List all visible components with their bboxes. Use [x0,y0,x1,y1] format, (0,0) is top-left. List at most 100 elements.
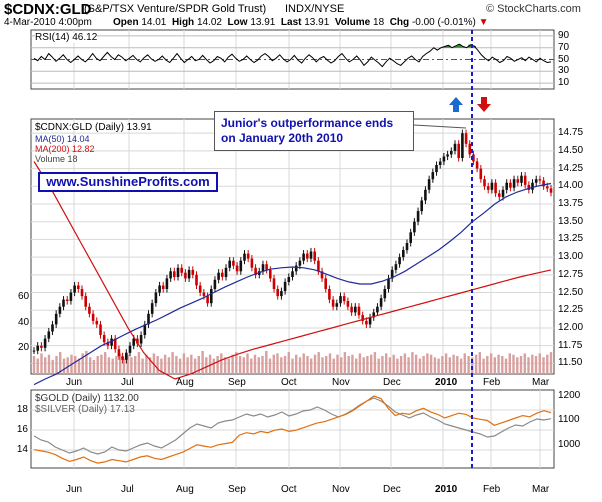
price-bar-body [99,324,102,335]
price-bar-body [54,313,58,325]
volume-bar [478,352,481,374]
volume-bar [231,354,234,374]
price-bar-body [187,269,191,279]
volume-bar [280,357,283,374]
volume-bar [216,356,219,374]
price-bar-body [235,265,239,272]
price-bar-body [523,175,527,185]
silver-tick-14: 14 [16,444,28,455]
volume-bar [122,358,126,374]
price-bar-body [110,338,113,346]
price-bar-body [468,143,472,155]
volume-bar [523,353,526,374]
volume-bar [276,353,279,374]
x-tick-4: Oct [281,377,297,388]
price-bar-body [405,243,409,251]
price-bar-body [442,156,446,162]
volume-bar [429,354,433,374]
open-value: 14.01 [141,17,167,28]
rsi-tick-90: 90 [558,29,570,41]
volume-bar [531,354,534,374]
volume-bar [385,353,388,374]
volume-bar [163,354,167,374]
price-bar-body [490,182,494,190]
price-bar-body [450,150,453,155]
volume-bar [317,352,320,374]
volume-bar [448,357,451,374]
volume-bar [141,358,144,374]
price-bar-body [69,292,73,301]
price-bar-body [542,180,545,187]
volume-value: 18 [373,17,385,28]
x-tick-bottom-6: Dec [383,484,401,495]
high-value: 14.02 [196,17,222,28]
volume-bar [373,352,377,374]
down-arrow-icon [477,97,491,112]
price-bar-body [365,320,368,325]
price-bar-body [154,292,158,304]
price-bar-body [32,350,36,352]
rsi-line [33,43,552,68]
volume-bar [456,356,459,374]
volume-bar [227,358,230,374]
price-bar-body [464,133,468,144]
volume-bar [463,353,466,374]
rsi-tick-30: 30 [558,65,570,77]
price-bar-body [287,277,291,282]
volume-bar [100,354,103,374]
volume-bar [77,358,81,374]
volume-bar [343,352,347,374]
price-bar-body [106,342,110,346]
price-bar-body [213,279,217,289]
volume-bar [452,354,455,374]
price-bar-body [184,272,187,279]
volume-bar [321,357,324,374]
price-bar-body [132,338,135,346]
price-bar-body [354,306,357,313]
metals-plot [33,395,552,464]
price-bar-body [191,269,195,275]
volume-bar [212,358,215,374]
volume-bar [126,354,129,374]
price-bar-body [486,186,490,190]
ma50-line [33,182,552,386]
volume-bar [433,357,437,374]
price-tick-12.25: 12.25 [558,304,584,316]
rsi-legend: RSI(14) 46.12 [35,32,98,43]
volume-bar [411,352,414,374]
low-value: 13.91 [250,17,276,28]
volume-bar [467,356,470,374]
volume-bar [295,354,298,374]
metals-panel [30,389,555,469]
price-bar-body [409,232,412,243]
volume-bar [546,354,549,374]
price-tick-13: 13.00 [558,251,584,263]
price-bar-body [73,285,76,293]
price-bar-body [402,250,405,258]
volume-bar [388,357,392,374]
price-bar-body [335,303,339,307]
rsi-tick-50: 50 [558,53,570,65]
silver-line [33,397,552,455]
price-bar-body [457,143,460,158]
volume-tick-60: 60 [18,290,30,302]
volume-bar [85,350,88,374]
price-bar-body [420,200,423,212]
volume-bar [190,354,193,374]
ma50-legend: MA(50) 14.04 [35,134,90,144]
price-tick-14.25: 14.25 [558,162,584,174]
volume-bar [59,352,62,374]
volume-bar [171,352,174,374]
volume-bar [193,358,197,374]
price-bar-body [117,349,121,357]
silver-tick-18: 18 [16,404,28,415]
volume-bar [283,356,287,374]
x-tick-bottom-0: Jun [66,484,83,495]
price-bar-body [173,271,176,277]
volume-tick-20: 20 [18,342,30,354]
price-bar-body [438,161,442,165]
x-tick-bottom-8: Feb [483,484,501,495]
price-bar-body [498,193,501,197]
price-bar-body [176,267,180,277]
volume-bar [355,358,358,374]
